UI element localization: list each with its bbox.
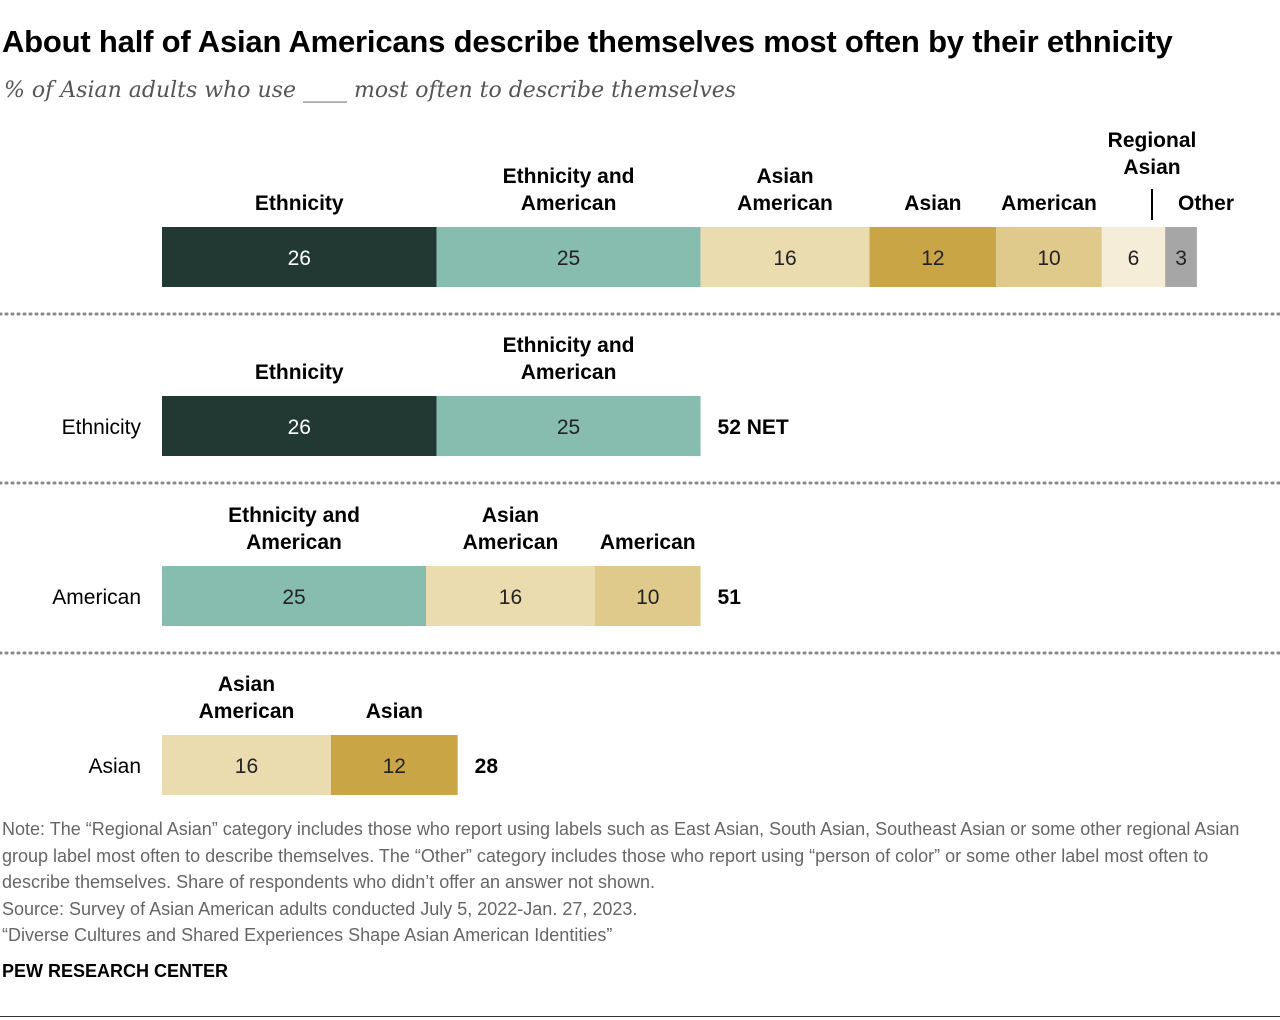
data-label: 10 (1037, 247, 1060, 270)
bar-segment-asian (330, 735, 458, 795)
segment-header-label: Other (1178, 192, 1234, 215)
data-label: 16 (773, 247, 796, 270)
brand-logo-text: PEW RESEARCH CENTER (2, 961, 229, 981)
segment-header-label: American (1001, 192, 1097, 215)
segment-header-label: Asian (366, 700, 423, 723)
bar-segment-ethnicity-and-american (436, 227, 701, 287)
bar-segment-regional-asian (1101, 227, 1166, 287)
data-label: 16 (235, 755, 258, 778)
data-label: 16 (499, 586, 522, 609)
segment-header-label: Ethnicity and (503, 334, 635, 357)
bar-segment-asian-american (700, 227, 870, 287)
data-label: 25 (557, 247, 580, 270)
segment-header-label: American (463, 531, 559, 554)
chart-title: About half of Asian Americans describe t… (2, 24, 1173, 59)
bar-segment-asian (869, 227, 997, 287)
net-total-label: 28 (475, 755, 499, 778)
data-label: 10 (636, 586, 659, 609)
segment-header-label: American (521, 361, 617, 384)
data-label: 12 (921, 247, 944, 270)
net-total-label: 51 (718, 586, 742, 609)
segment-header-label: Asian (218, 673, 275, 696)
net-total-label: 52 NET (718, 416, 789, 439)
segment-header-label: American (737, 192, 833, 215)
row-label: American (52, 586, 141, 609)
bar-segment-american (594, 566, 701, 626)
data-label: 26 (288, 416, 311, 439)
row-label: Ethnicity (62, 416, 142, 439)
bar-segment-ethnicity-and-american (162, 566, 426, 626)
segment-header-label: Ethnicity and (228, 504, 360, 527)
data-label: 6 (1128, 247, 1140, 270)
bar-segment-other (1165, 227, 1197, 287)
bar-segment-ethnicity (162, 227, 437, 287)
segment-header-label: American (600, 531, 696, 554)
bar-segment-asian-american (162, 735, 331, 795)
segment-header-label: American (246, 531, 342, 554)
segment-header-label: Asian (904, 192, 961, 215)
footer-note: Note: The “Regional Asian” category incl… (2, 819, 1240, 892)
data-label: 25 (282, 586, 305, 609)
segment-header-label: Ethnicity and (503, 165, 635, 188)
segment-header-label: Regional (1108, 129, 1197, 152)
data-label: 3 (1175, 247, 1187, 270)
bar-segment-ethnicity-and-american (436, 396, 701, 456)
row-label: Asian (88, 755, 141, 778)
segment-header-label: American (521, 192, 617, 215)
data-label: 12 (383, 755, 406, 778)
stacked-bar-chart: 26 Ethnicity 25 Ethnicity and American 16 Asia… (0, 129, 1280, 795)
segment-header-label: American (199, 700, 295, 723)
chart-subtitle: % of Asian adults who use ____ most ofte… (4, 78, 737, 103)
data-label: 26 (288, 247, 311, 270)
segment-header-label: Asian (482, 504, 539, 527)
data-label: 25 (557, 416, 580, 439)
bar-segment-ethnicity (162, 396, 437, 456)
footer-report: “Diverse Cultures and Shared Experiences… (2, 925, 613, 945)
bar-segment-american (996, 227, 1102, 287)
bottom-rule (0, 1016, 1280, 1017)
chart-footer: Note: The “Regional Asian” category incl… (2, 816, 1278, 949)
footer-source: Source: Survey of Asian American adults … (2, 898, 638, 919)
segment-header-label: Ethnicity (255, 361, 344, 384)
bar-segment-asian-american (426, 566, 595, 626)
segment-header-label: Asian (756, 165, 813, 188)
segment-header-label: Ethnicity (255, 192, 344, 215)
segment-header-label: Asian (1123, 156, 1180, 179)
